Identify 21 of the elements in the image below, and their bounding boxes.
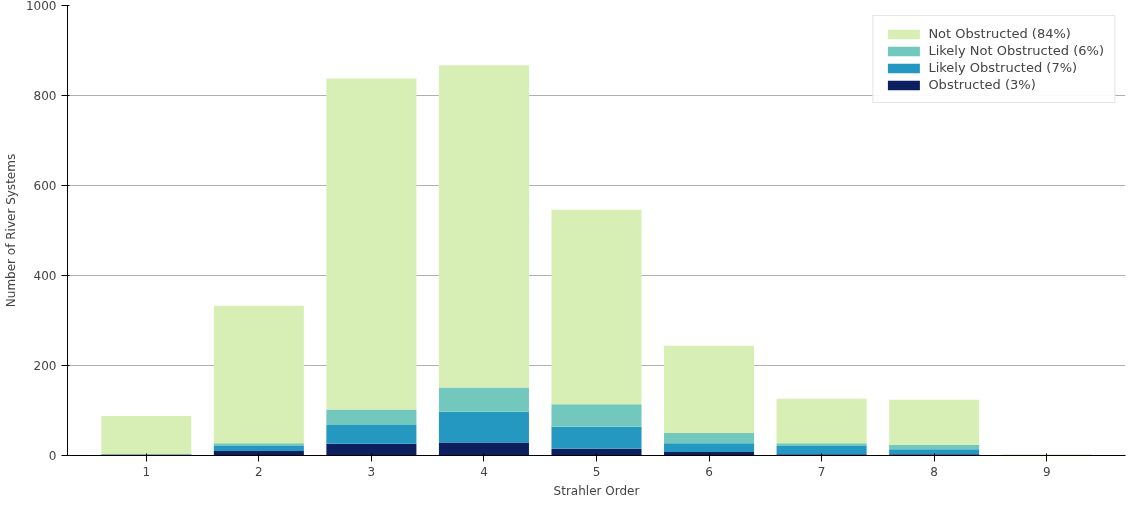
x-tick-label: 3: [367, 464, 376, 479]
legend-label: Obstructed (3%): [928, 77, 1036, 92]
y-tick-label: 0: [48, 449, 57, 463]
y-axis-title: Number of River Systems: [3, 153, 18, 308]
x-axis-title: Strahler Order: [553, 483, 640, 498]
x-tick-label: 9: [1042, 464, 1051, 479]
x-tick-label: 1: [142, 464, 151, 479]
y-tick-label: 200: [33, 359, 57, 373]
y-tick-label: 600: [33, 179, 57, 193]
legend-label: Likely Obstructed (7%): [928, 60, 1078, 75]
legend-label: Likely Not Obstructed (6%): [928, 43, 1104, 58]
x-tick-label: 7: [817, 464, 826, 479]
legend-label: Not Obstructed (84%): [928, 26, 1071, 41]
y-tick-label: 800: [33, 89, 57, 103]
x-tick-label: 8: [930, 464, 938, 479]
y-tick-label: 1000: [25, 0, 57, 13]
x-tick-label: 4: [480, 464, 488, 479]
y-tick-label: 400: [33, 269, 57, 283]
x-tick-label: 2: [255, 464, 263, 479]
x-tick-label: 6: [705, 464, 713, 479]
x-tick-label: 5: [592, 464, 601, 479]
